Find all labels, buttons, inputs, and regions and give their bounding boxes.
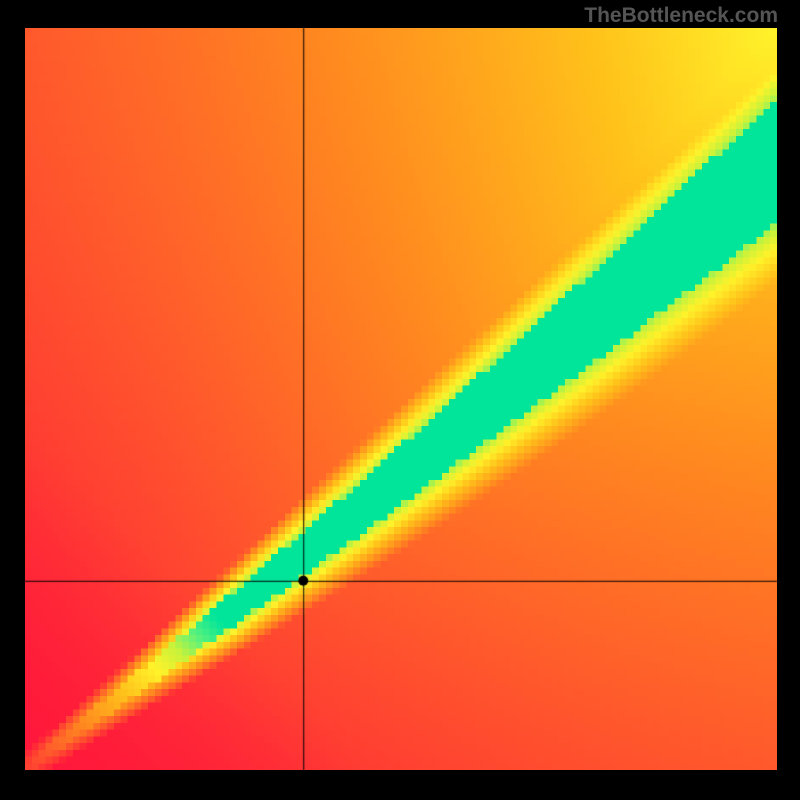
crosshair-overlay <box>0 0 800 800</box>
watermark-text: TheBottleneck.com <box>584 4 778 28</box>
chart-container: TheBottleneck.com <box>0 0 800 800</box>
